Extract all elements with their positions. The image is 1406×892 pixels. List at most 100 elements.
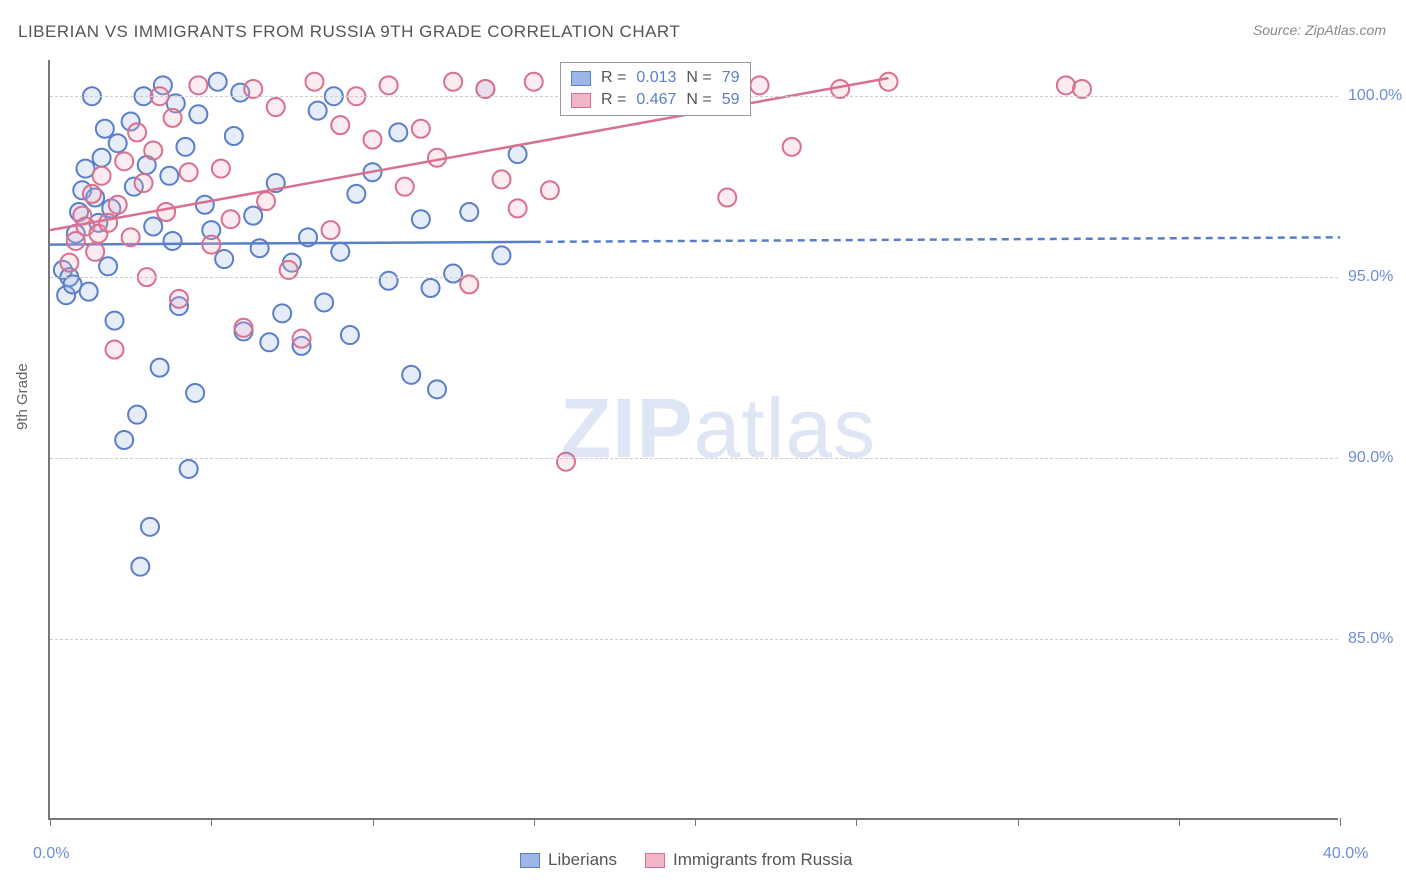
- point-liberians: [341, 326, 359, 344]
- point-russia: [751, 76, 769, 94]
- point-russia: [106, 341, 124, 359]
- point-liberians: [189, 105, 207, 123]
- gridline-h: [50, 458, 1338, 459]
- legend-item: Immigrants from Russia: [645, 850, 852, 870]
- point-liberians: [164, 232, 182, 250]
- n-label: N =: [686, 89, 711, 111]
- point-russia: [122, 228, 140, 246]
- x-tick: [534, 818, 535, 826]
- legend-label: Immigrants from Russia: [673, 850, 852, 869]
- point-liberians: [93, 149, 111, 167]
- point-russia: [99, 214, 117, 232]
- point-liberians: [96, 120, 114, 138]
- point-russia: [180, 163, 198, 181]
- point-liberians: [422, 279, 440, 297]
- gridline-h: [50, 277, 1338, 278]
- point-liberians: [347, 185, 365, 203]
- legend-swatch: [571, 71, 591, 86]
- legend-stats: R =0.013N =79R =0.467N =59: [560, 62, 751, 116]
- point-liberians: [315, 293, 333, 311]
- x-tick: [50, 818, 51, 826]
- gridline-h: [50, 639, 1338, 640]
- x-tick: [211, 818, 212, 826]
- point-liberians: [260, 333, 278, 351]
- point-liberians: [380, 272, 398, 290]
- legend-swatch: [571, 93, 591, 108]
- y-axis-label: 9th Grade: [14, 363, 31, 430]
- point-russia: [189, 76, 207, 94]
- x-tick: [1179, 818, 1180, 826]
- legend-stat-row: R =0.013N =79: [571, 67, 740, 89]
- point-liberians: [428, 380, 446, 398]
- point-liberians: [331, 243, 349, 261]
- point-russia: [60, 254, 78, 272]
- point-russia: [164, 109, 182, 127]
- point-russia: [783, 138, 801, 156]
- point-liberians: [412, 210, 430, 228]
- y-tick-label: 95.0%: [1348, 268, 1393, 286]
- point-russia: [93, 167, 111, 185]
- point-russia: [493, 170, 511, 188]
- point-russia: [557, 453, 575, 471]
- point-russia: [525, 73, 543, 91]
- point-liberians: [493, 246, 511, 264]
- point-liberians: [402, 366, 420, 384]
- x-tick: [695, 818, 696, 826]
- point-russia: [541, 181, 559, 199]
- point-russia: [718, 189, 736, 207]
- point-liberians: [186, 384, 204, 402]
- point-russia: [109, 196, 127, 214]
- point-liberians: [151, 359, 169, 377]
- r-label: R =: [601, 67, 626, 89]
- point-liberians: [273, 304, 291, 322]
- point-liberians: [209, 73, 227, 91]
- x-tick: [856, 818, 857, 826]
- point-russia: [222, 210, 240, 228]
- point-russia: [322, 221, 340, 239]
- point-liberians: [389, 123, 407, 141]
- point-russia: [202, 236, 220, 254]
- chart-svg: [50, 60, 1338, 818]
- point-russia: [412, 120, 430, 138]
- point-liberians: [109, 134, 127, 152]
- plot-area: [48, 60, 1338, 820]
- point-liberians: [80, 283, 98, 301]
- r-value: 0.467: [636, 89, 676, 111]
- x-tick: [1018, 818, 1019, 826]
- point-liberians: [251, 239, 269, 257]
- n-value: 59: [722, 89, 740, 111]
- point-liberians: [115, 431, 133, 449]
- x-tick-label: 0.0%: [33, 845, 69, 863]
- point-liberians: [106, 312, 124, 330]
- point-liberians: [176, 138, 194, 156]
- x-tick: [373, 818, 374, 826]
- point-liberians: [160, 167, 178, 185]
- point-liberians: [460, 203, 478, 221]
- r-label: R =: [601, 89, 626, 111]
- point-russia: [212, 160, 230, 178]
- source-label: Source: ZipAtlas.com: [1253, 22, 1386, 38]
- n-label: N =: [686, 67, 711, 89]
- point-russia: [128, 123, 146, 141]
- point-liberians: [244, 207, 262, 225]
- point-russia: [444, 73, 462, 91]
- legend-swatch: [645, 853, 665, 868]
- x-tick: [1340, 818, 1341, 826]
- point-liberians: [225, 127, 243, 145]
- point-liberians: [99, 257, 117, 275]
- point-russia: [1057, 76, 1075, 94]
- point-russia: [509, 199, 527, 217]
- point-russia: [331, 116, 349, 134]
- legend-series: LiberiansImmigrants from Russia: [520, 850, 852, 870]
- point-russia: [257, 192, 275, 210]
- point-russia: [170, 290, 188, 308]
- legend-swatch: [520, 853, 540, 868]
- point-russia: [83, 185, 101, 203]
- x-tick-label: 40.0%: [1323, 845, 1368, 863]
- n-value: 79: [722, 67, 740, 89]
- point-liberians: [131, 558, 149, 576]
- chart-title: LIBERIAN VS IMMIGRANTS FROM RUSSIA 9TH G…: [18, 22, 680, 42]
- point-russia: [115, 152, 133, 170]
- point-liberians: [141, 518, 159, 536]
- y-tick-label: 85.0%: [1348, 630, 1393, 648]
